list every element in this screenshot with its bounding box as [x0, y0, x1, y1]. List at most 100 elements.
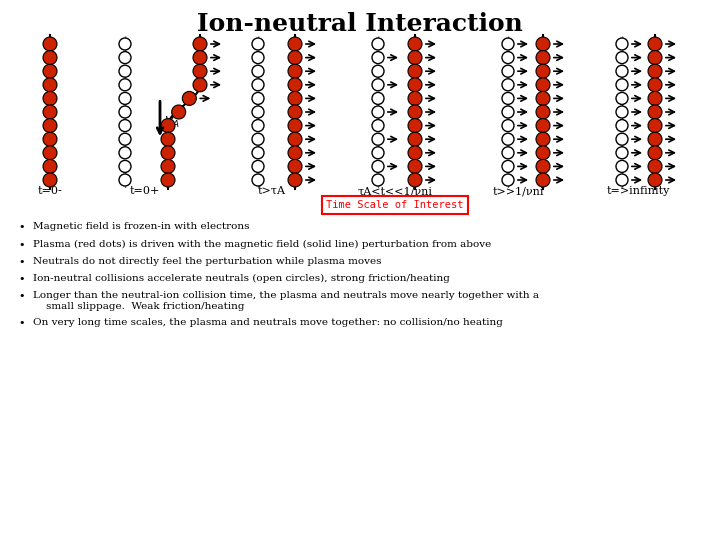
Circle shape [372, 79, 384, 91]
Circle shape [408, 132, 422, 146]
Circle shape [502, 147, 514, 159]
Circle shape [252, 174, 264, 186]
Circle shape [171, 105, 186, 119]
Circle shape [616, 147, 628, 159]
Circle shape [252, 65, 264, 77]
Text: Plasma (red dots) is driven with the magnetic field (solid line) perturbation fr: Plasma (red dots) is driven with the mag… [33, 240, 491, 249]
Circle shape [536, 51, 550, 65]
Circle shape [43, 173, 57, 187]
Circle shape [616, 106, 628, 118]
Circle shape [536, 91, 550, 105]
Text: t=0+: t=0+ [130, 186, 160, 196]
Circle shape [288, 78, 302, 92]
Circle shape [502, 119, 514, 132]
Circle shape [372, 160, 384, 172]
Circle shape [193, 37, 207, 51]
Circle shape [648, 132, 662, 146]
Circle shape [616, 119, 628, 132]
Text: t=>infinity: t=>infinity [606, 186, 670, 196]
Circle shape [408, 91, 422, 105]
Text: t>τA: t>τA [258, 186, 286, 196]
Circle shape [408, 64, 422, 78]
Circle shape [119, 106, 131, 118]
Text: Ion-neutral collisions accelerate neutrals (open circles), strong friction/heati: Ion-neutral collisions accelerate neutra… [33, 274, 450, 283]
Circle shape [43, 119, 57, 133]
Text: •: • [18, 274, 24, 284]
Circle shape [288, 132, 302, 146]
Circle shape [372, 38, 384, 50]
Circle shape [648, 105, 662, 119]
Circle shape [372, 92, 384, 104]
Text: •: • [18, 240, 24, 250]
Circle shape [252, 133, 264, 145]
Circle shape [119, 133, 131, 145]
Text: τA<t<<1/νni: τA<t<<1/νni [358, 186, 433, 196]
Text: t=0-: t=0- [37, 186, 63, 196]
Circle shape [616, 52, 628, 64]
Circle shape [372, 106, 384, 118]
Circle shape [252, 79, 264, 91]
Circle shape [536, 132, 550, 146]
Circle shape [616, 79, 628, 91]
Text: Longer than the neutral-ion collision time, the plasma and neutrals move nearly : Longer than the neutral-ion collision ti… [33, 291, 539, 300]
Circle shape [119, 119, 131, 132]
Circle shape [616, 160, 628, 172]
Circle shape [43, 159, 57, 173]
Circle shape [288, 51, 302, 65]
Circle shape [372, 174, 384, 186]
Circle shape [536, 119, 550, 133]
Circle shape [43, 105, 57, 119]
Circle shape [648, 91, 662, 105]
Circle shape [372, 65, 384, 77]
Circle shape [616, 92, 628, 104]
Circle shape [616, 65, 628, 77]
Circle shape [119, 38, 131, 50]
Circle shape [408, 37, 422, 51]
Circle shape [372, 133, 384, 145]
Circle shape [408, 51, 422, 65]
Circle shape [502, 65, 514, 77]
Circle shape [119, 65, 131, 77]
Circle shape [252, 52, 264, 64]
Circle shape [372, 52, 384, 64]
Circle shape [43, 64, 57, 78]
Circle shape [502, 174, 514, 186]
Text: $V_A$: $V_A$ [164, 115, 180, 130]
Circle shape [119, 79, 131, 91]
Circle shape [536, 159, 550, 173]
Text: Time Scale of Interest: Time Scale of Interest [326, 200, 464, 210]
Circle shape [43, 91, 57, 105]
Circle shape [648, 146, 662, 160]
Circle shape [648, 78, 662, 92]
Circle shape [161, 159, 175, 173]
Circle shape [288, 146, 302, 160]
Circle shape [616, 133, 628, 145]
Circle shape [288, 64, 302, 78]
Circle shape [502, 52, 514, 64]
Circle shape [288, 173, 302, 187]
Circle shape [502, 79, 514, 91]
Circle shape [408, 105, 422, 119]
Circle shape [161, 146, 175, 160]
Circle shape [648, 64, 662, 78]
Circle shape [252, 147, 264, 159]
Circle shape [372, 119, 384, 132]
Circle shape [288, 119, 302, 133]
Circle shape [43, 51, 57, 65]
Circle shape [193, 51, 207, 65]
Circle shape [252, 38, 264, 50]
Circle shape [502, 38, 514, 50]
Circle shape [648, 51, 662, 65]
Circle shape [119, 160, 131, 172]
Circle shape [536, 78, 550, 92]
Circle shape [502, 106, 514, 118]
Circle shape [408, 146, 422, 160]
Circle shape [119, 174, 131, 186]
Text: On very long time scales, the plasma and neutrals move together: no collision/no: On very long time scales, the plasma and… [33, 318, 503, 327]
Text: Neutrals do not directly feel the perturbation while plasma moves: Neutrals do not directly feel the pertur… [33, 257, 382, 266]
Circle shape [161, 119, 175, 133]
Circle shape [648, 159, 662, 173]
Circle shape [43, 37, 57, 51]
Circle shape [288, 105, 302, 119]
Circle shape [161, 173, 175, 187]
